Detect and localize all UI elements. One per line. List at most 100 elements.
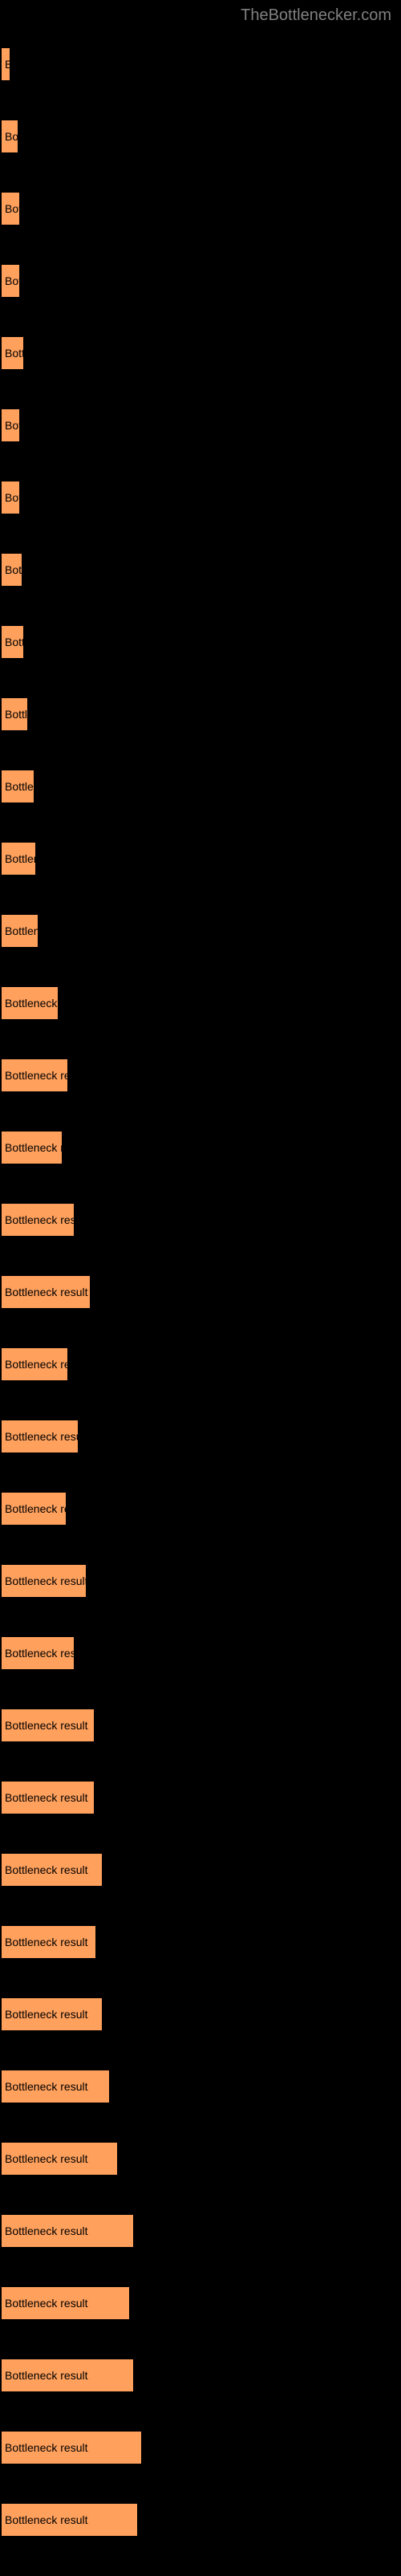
bar-row: Bottleneck result [2,1709,401,1741]
bar-row: Bottleneck result [2,265,401,297]
bar-row: Bottleneck result [2,2143,401,2175]
bar-label: Bottleneck result [5,1286,88,1298]
bar-label: Bottleneck result [5,2225,88,2237]
bar: Bottleneck result [2,120,18,152]
bar-row: Bottleneck result [2,337,401,369]
bar: Bottleneck result [2,2143,117,2175]
bar-row: Bottleneck result [2,193,401,225]
bar: Bottleneck result [2,698,27,730]
bar-label: Bottleneck result [5,924,38,937]
bar-label: Bottleneck result [5,2513,88,2526]
bar-row: Bottleneck result [2,1204,401,1236]
bar-label: Bottleneck result [5,636,23,648]
bar-row: Bottleneck result [2,2287,401,2319]
bar-label: Bottleneck result [5,2297,88,2310]
bar-row: Bottleneck result [2,48,401,80]
bar: Bottleneck result [2,2432,141,2464]
bar: Bottleneck result [2,2359,133,2391]
bar-label: Bottleneck result [5,1574,86,1587]
bar-label: Bottleneck result [5,2080,88,2093]
bar-row: Bottleneck result [2,409,401,441]
bar: Bottleneck result [2,48,10,80]
bar: Bottleneck result [2,1926,95,1958]
bar: Bottleneck result [2,265,19,297]
bar: Bottleneck result [2,1132,62,1164]
bar: Bottleneck result [2,1420,78,1453]
bar: Bottleneck result [2,1059,67,1091]
bar-label: Bottleneck result [5,1791,88,1804]
bar: Bottleneck result [2,1493,66,1525]
bar: Bottleneck result [2,1998,102,2030]
bar-label: Bottleneck result [5,1863,88,1876]
bar-label: Bottleneck result [5,1358,67,1371]
bar-row: Bottleneck result [2,120,401,152]
bar-label: Bottleneck result [5,2008,88,2021]
bar-row: Bottleneck result [2,1059,401,1091]
bar-label: Bottleneck result [5,491,19,504]
bar: Bottleneck result [2,843,35,875]
bar: Bottleneck result [2,337,23,369]
bar-label: Bottleneck result [5,1213,74,1226]
bar-label: Bottleneck result [5,2441,88,2454]
bar-row: Bottleneck result [2,1926,401,1958]
bar-row: Bottleneck result [2,987,401,1019]
bar-row: Bottleneck result [2,1420,401,1453]
bar: Bottleneck result [2,915,38,947]
bar: Bottleneck result [2,193,19,225]
bar-row: Bottleneck result [2,1132,401,1164]
bar-row: Bottleneck result [2,1782,401,1814]
bar: Bottleneck result [2,481,19,514]
bar-label: Bottleneck result [5,1502,66,1515]
bar-row: Bottleneck result [2,626,401,658]
bar-row: Bottleneck result [2,1565,401,1597]
bar: Bottleneck result [2,1276,90,1308]
bar-label: Bottleneck result [5,1069,67,1082]
bar: Bottleneck result [2,2215,133,2247]
bar-label: Bottleneck result [5,780,34,793]
bar-label: Bottleneck result [5,1141,62,1154]
bar-label: Bottleneck result [5,130,18,143]
bar-label: Bottleneck result [5,1719,88,1732]
bar-row: Bottleneck result [2,1276,401,1308]
bar-label: Bottleneck result [5,1430,78,1443]
bar: Bottleneck result [2,1782,94,1814]
bar-row: Bottleneck result [2,770,401,802]
bar: Bottleneck result [2,1854,102,1886]
bar: Bottleneck result [2,2070,109,2103]
bar: Bottleneck result [2,1637,74,1669]
bar: Bottleneck result [2,987,58,1019]
bar: Bottleneck result [2,1565,86,1597]
bar-row: Bottleneck result [2,2432,401,2464]
bar-row: Bottleneck result [2,698,401,730]
bar-row: Bottleneck result [2,843,401,875]
bar-row: Bottleneck result [2,2359,401,2391]
bar: Bottleneck result [2,2287,129,2319]
bar-label: Bottleneck result [5,1647,74,1660]
bar-label: Bottleneck result [5,708,27,721]
bar-label: Bottleneck result [5,1936,88,1948]
bar-label: Bottleneck result [5,419,19,432]
watermark-text: TheBottlenecker.com [241,6,391,25]
bar-label: Bottleneck result [5,997,58,1010]
bar-row: Bottleneck result [2,1854,401,1886]
bar-row: Bottleneck result [2,2215,401,2247]
bar-label: Bottleneck result [5,202,19,215]
bar: Bottleneck result [2,1204,74,1236]
bar-label: Bottleneck result [5,347,23,360]
bar-label: Bottleneck result [5,2369,88,2382]
bar-row: Bottleneck result [2,1998,401,2030]
bar-chart: Bottleneck result Bottleneck result Bottle… [0,0,401,2536]
bar-row: Bottleneck result [2,554,401,586]
bar-row: Bottleneck result [2,2070,401,2103]
bar: Bottleneck result [2,770,34,802]
bar: Bottleneck result [2,409,19,441]
bar-row: Bottleneck result [2,915,401,947]
bar-label: Bottleneck result [5,58,10,71]
bar-label: Bottleneck result [5,274,19,287]
bar-row: Bottleneck result [2,481,401,514]
bar-row: Bottleneck result [2,1493,401,1525]
bar-row: Bottleneck result [2,1348,401,1380]
bar: Bottleneck result [2,626,23,658]
bar: Bottleneck result [2,2504,137,2536]
bar-label: Bottleneck result [5,2152,88,2165]
